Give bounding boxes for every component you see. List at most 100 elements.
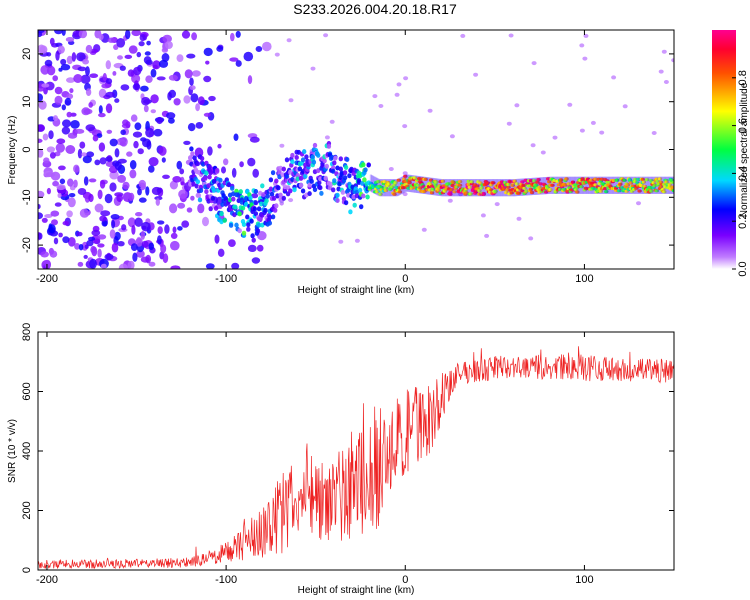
spectrogram-signal-cell xyxy=(541,177,544,195)
spectrogram-noise-cell xyxy=(203,112,211,117)
spectrogram-noise-cell xyxy=(567,102,573,107)
spectrogram-noise-cell xyxy=(44,214,53,218)
spectrogram-noise-cell xyxy=(69,88,74,94)
spectrogram-noise-cell xyxy=(447,198,453,203)
snr-xtick-label: -100 xyxy=(215,574,237,586)
spectrogram-noise-cell xyxy=(84,244,89,250)
spectrogram-xtick-label: -100 xyxy=(215,273,237,285)
spectrogram-signal-cell xyxy=(244,201,249,207)
spectrogram-signal-cell xyxy=(662,190,667,194)
spectrogram-noise-cell xyxy=(70,120,80,129)
spectrogram-noise-cell xyxy=(530,143,536,148)
spectrogram-signal-cell xyxy=(303,162,308,168)
spectrogram-noise-cell xyxy=(100,263,107,269)
spectrogram-noise-cell xyxy=(372,94,378,99)
spectrogram-noise-cell xyxy=(378,104,384,108)
spectrogram-noise-cell xyxy=(183,140,191,145)
spectrogram-noise-cell xyxy=(49,152,56,159)
spectrogram-noise-cell xyxy=(100,210,111,217)
spectrogram-signal-cell xyxy=(511,179,514,197)
spectrogram-noise-cell xyxy=(102,73,107,82)
spectrogram-noise-cell xyxy=(85,44,93,54)
spectrogram-signal-cell xyxy=(464,191,469,195)
spectrogram-signal-cell xyxy=(335,198,340,203)
spectrogram-signal-cell xyxy=(417,177,422,181)
spectrogram-noise-cell xyxy=(329,119,335,124)
spectrogram-noise-cell xyxy=(137,148,144,155)
snr-ytick-label: 200 xyxy=(21,501,33,519)
spectrogram-noise-cell xyxy=(156,76,166,81)
spectrogram-signal-cell xyxy=(535,180,540,184)
spectrogram-noise-cell xyxy=(119,65,126,71)
spectrogram-signal-cell xyxy=(297,166,303,172)
spectrogram-signal-cell xyxy=(514,182,520,186)
spectrogram-signal-cell xyxy=(522,186,527,190)
spectrogram-signal-cell xyxy=(376,180,381,184)
snr-series-line xyxy=(38,346,674,570)
spectrogram-noise-cell xyxy=(599,130,605,135)
spectrogram-noise-cell xyxy=(48,130,54,140)
spectrogram-signal-cell xyxy=(241,230,247,236)
spectrogram-noise-cell xyxy=(62,236,70,244)
spectrogram-noise-cell xyxy=(125,121,131,129)
spectrogram-noise-cell xyxy=(354,238,360,243)
spectrogram-noise-cell xyxy=(166,112,176,120)
spectrogram-noise-cell xyxy=(195,122,204,129)
spectrogram-noise-cell xyxy=(508,33,514,38)
spectrogram-noise-cell xyxy=(54,202,62,207)
spectrogram-noise-cell xyxy=(52,180,59,187)
spectrogram-signal-cell xyxy=(284,174,290,179)
spectrogram-signal-cell xyxy=(363,167,368,173)
spectrogram-noise-cell xyxy=(579,128,585,133)
spectrogram-noise-cell xyxy=(338,239,344,244)
spectrogram-signal-cell xyxy=(379,185,384,189)
spectrogram-noise-cell xyxy=(152,60,161,70)
spectrogram-noise-cell xyxy=(90,245,97,254)
spectrogram-noise-cell xyxy=(169,180,178,190)
spectrogram-noise-cell xyxy=(119,137,128,147)
spectrogram-signal-cell xyxy=(510,183,515,187)
spectrogram-noise-cell xyxy=(162,174,170,179)
spectrogram-noise-cell xyxy=(89,258,97,269)
spectrogram-xlabel: Height of straight line (km) xyxy=(298,285,415,296)
spectrogram-signal-cell xyxy=(333,155,338,161)
spectrogram-noise-cell xyxy=(239,161,244,168)
spectrogram-signal-cell xyxy=(627,178,633,182)
spectrogram-signal-cell xyxy=(589,178,594,182)
spectrogram-signal-cell xyxy=(402,177,407,181)
spectrogram-noise-cell xyxy=(68,193,76,198)
spectrogram-signal-cell xyxy=(219,211,224,217)
spectrogram-signal-cell xyxy=(593,177,598,181)
spectrogram-signal-cell xyxy=(457,179,461,197)
spectrogram-signal-cell xyxy=(548,188,553,192)
spectrogram-noise-cell xyxy=(186,53,196,59)
spectrogram-signal-cell xyxy=(196,193,202,198)
spectrogram-signal-cell xyxy=(295,173,300,178)
spectrogram-signal-cell xyxy=(657,177,663,181)
spectrogram-noise-cell xyxy=(131,30,141,37)
spectrogram-signal-cell xyxy=(427,188,433,192)
spectrogram-noise-cell xyxy=(181,30,191,39)
spectrogram-noise-cell xyxy=(64,97,72,106)
spectrogram-signal-cell xyxy=(672,176,674,194)
spectrogram-signal-cell xyxy=(669,176,672,194)
colorbar-ticks: 0.0 0.2 0.4 0.6 0.8 xyxy=(732,70,749,277)
spectrogram-signal-cell xyxy=(448,192,453,196)
spectrogram-signal-cell xyxy=(246,222,251,228)
spectrogram-noise-cell xyxy=(117,55,123,60)
spectrogram-noise-cell xyxy=(164,224,170,234)
spectrogram-noise-cell xyxy=(85,66,90,77)
spectrogram-noise-cell xyxy=(38,44,46,54)
spectrogram-signal-cell xyxy=(312,187,318,193)
snr-ytick-label: 0 xyxy=(21,567,33,573)
spectrogram-signal-cell xyxy=(382,180,387,184)
spectrogram-noise-cell xyxy=(73,164,80,173)
spectrogram-signal-cell xyxy=(539,177,542,195)
spectrogram-signal-cell xyxy=(278,192,283,198)
spectrogram-noise-cell xyxy=(187,123,196,132)
spectrogram-noise-cell xyxy=(109,182,117,192)
spectrogram-signal-cell xyxy=(575,190,580,194)
spectrogram-signal-cell xyxy=(489,179,492,197)
spectrogram-signal-cell xyxy=(552,176,555,194)
snr-xtick-label: 0 xyxy=(402,574,408,586)
